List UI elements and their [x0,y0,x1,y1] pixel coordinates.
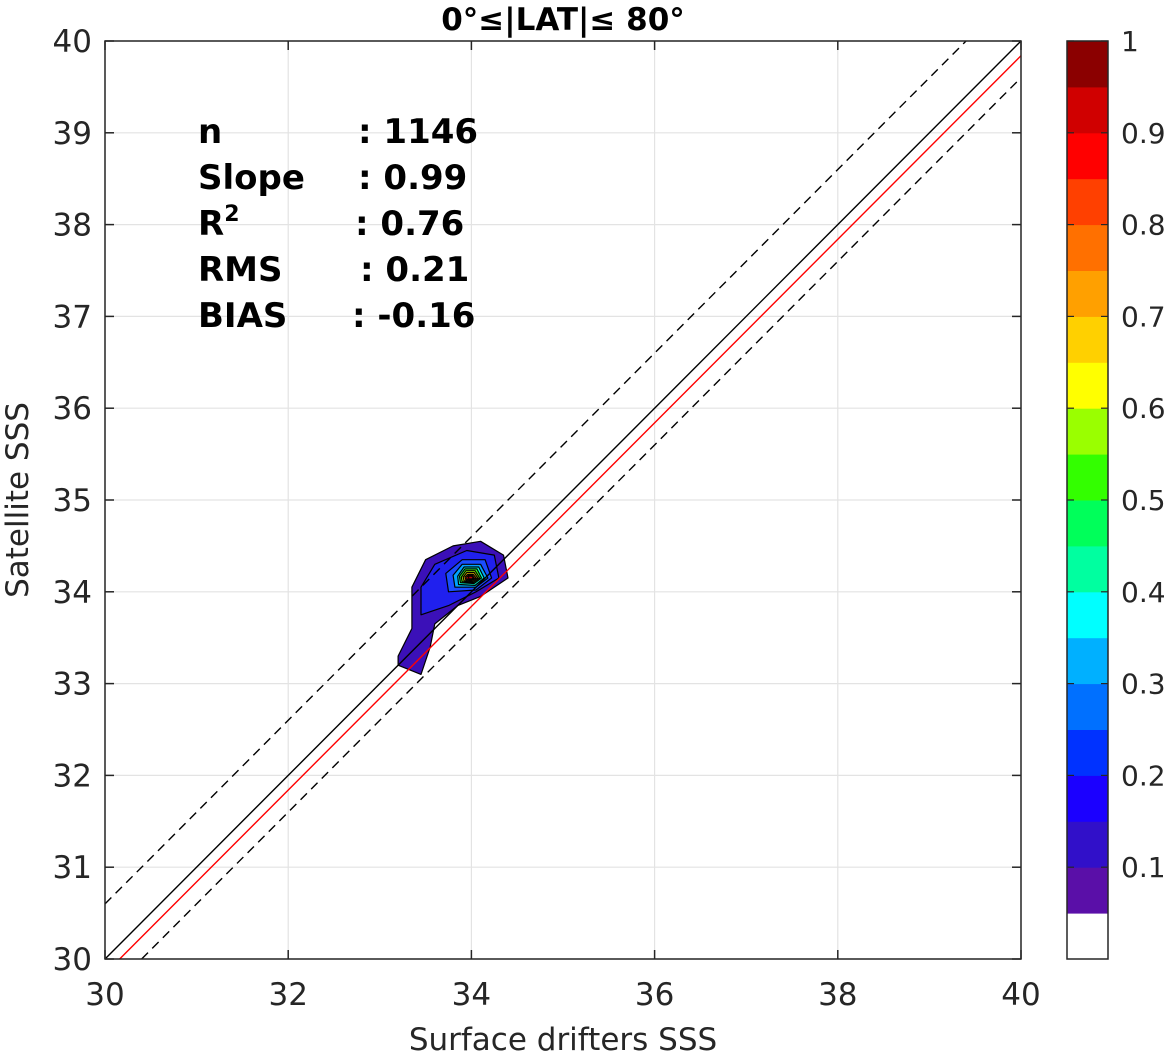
x-tick-label: 32 [268,977,307,1013]
axis-ticks [104,40,1022,960]
y-tick-label: 39 [53,116,92,152]
stats-annotation: n : 1146 Slope : 0.99 R2 : 0.76 RMS : 0.21 BIAS:… [198,112,478,336]
colorbar-tick-label: 0.2 [1121,759,1166,792]
colorbar-tick-label: 0.6 [1121,392,1166,425]
stat-value: : 1146 [358,112,478,152]
colorbar-tick-label: 0.9 [1121,117,1166,150]
colorbar-segment [1067,224,1108,271]
stat-label: RMS [198,250,283,290]
colorbar-segment [1067,729,1108,776]
colorbar-segment [1067,775,1108,822]
x-tick-label: 30 [85,977,124,1013]
stat-value: : 0.21 [360,250,469,290]
colorbar-segment [1067,86,1108,134]
colorbar-segment [1067,362,1108,409]
colorbar-tick-label: 0.3 [1121,668,1166,701]
y-tick-label: 36 [53,391,92,427]
colorbar-tick-label: 0.1 [1121,851,1166,884]
colorbar-segment [1067,41,1108,88]
y-tick-label: 38 [53,208,92,244]
y-tick-labels: 30 31 32 33 34 35 36 37 38 39 40 [53,24,92,978]
colorbar-segment [1067,316,1108,363]
stat-value: : -0.16 [352,296,475,336]
colorbar-ticks: 0.1 0.2 0.3 0.4 0.5 0.6 0.7 0.8 0.9 1 [1067,25,1166,884]
colorbar [1066,40,1109,960]
y-tick-label: 40 [53,24,92,60]
y-tick-label: 37 [53,299,92,335]
x-tick-label: 38 [818,977,857,1013]
colorbar-segment [1067,270,1108,317]
y-tick-label: 31 [53,850,92,886]
x-tick-label: 36 [635,977,674,1013]
y-tick-label: 35 [53,483,92,519]
colorbar-segment [1067,545,1108,593]
upper-bound-line [104,40,967,905]
chart-title: 0°≤|LAT|≤ 80° [441,2,685,38]
colorbar-segment [1067,132,1108,180]
colorbar-tick-label: 0.4 [1121,576,1166,609]
stat-label: n [198,112,222,152]
colorbar-segment [1067,454,1108,501]
x-tick-label: 40 [1001,977,1040,1013]
stat-superscript: 2 [224,202,239,227]
stat-value: : 0.99 [358,158,467,198]
colorbar-tick-label: 1 [1121,25,1139,58]
x-tick-label: 34 [452,977,491,1013]
stat-value: : 0.76 [355,204,464,244]
x-tick-labels: 30 32 34 36 38 40 [85,977,1040,1013]
colorbar-segment [1067,821,1108,868]
lower-bound-line [141,77,1022,960]
colorbar-tick-label: 0.5 [1121,484,1166,517]
reference-lines [104,40,1022,960]
colorbar-tick-label: 0.7 [1121,300,1166,333]
stat-label: BIAS [198,296,287,336]
fit-line [119,55,1022,960]
colorbar-segment [1067,178,1108,226]
y-tick-label: 33 [53,667,92,703]
colorbar-segment [1067,408,1108,455]
colorbar-segment [1067,913,1108,960]
grid-lines [104,40,1022,960]
colorbar-segment [1067,500,1108,547]
y-tick-label: 32 [53,758,92,794]
stat-label: Slope [198,158,305,198]
x-axis-label: Surface drifters SSS [409,1022,717,1055]
y-axis-label: Satellite SSS [0,402,36,598]
y-tick-label: 34 [53,575,92,611]
density-contour-level [468,575,474,580]
colorbar-segment [1067,591,1108,639]
colorbar-segment [1067,867,1108,914]
colorbar-tick-label: 0.8 [1121,209,1166,242]
y-tick-label: 30 [53,942,92,978]
colorbar-segment [1067,683,1108,730]
one-to-one-line [104,40,1022,960]
colorbar-segment [1067,637,1108,685]
stat-label: R2 [198,202,240,244]
